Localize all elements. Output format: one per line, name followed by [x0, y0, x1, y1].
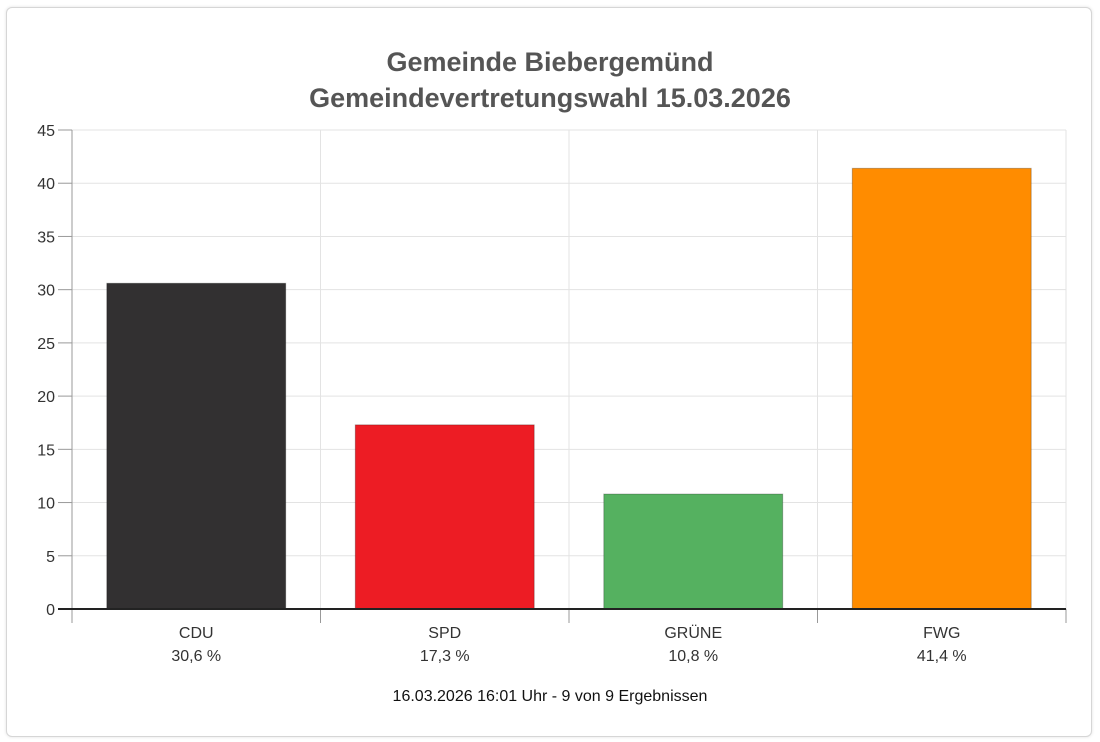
y-tick-label: 40: [37, 176, 55, 193]
bar-spd: [354, 424, 535, 610]
value-label: 41,4 %: [917, 648, 967, 665]
value-label: 10,8 %: [668, 648, 718, 665]
category-label: CDU: [179, 625, 214, 642]
chart-title-line-2: Gemeindevertretungswahl 15.03.2026: [309, 83, 791, 113]
y-tick-label: 25: [37, 336, 55, 353]
bars: [106, 167, 1032, 610]
y-tick-label: 35: [37, 229, 55, 246]
y-tick-label: 20: [37, 389, 55, 406]
labels: 0 5 10 15 20 25 30 35 40 45 CDU 30,6 % SPD 17,3 % GRÜN…: [37, 123, 966, 665]
value-label: 30,6 %: [171, 648, 221, 665]
y-tick-label: 30: [37, 283, 55, 300]
y-tick-label: 0: [46, 602, 55, 619]
category-label: FWG: [923, 625, 960, 642]
category-label: GRÜNE: [664, 624, 722, 642]
bar-cdu: [106, 282, 287, 610]
result-status: 16.03.2026 16:01 Uhr - 9 von 9 Ergebniss…: [392, 688, 708, 705]
axes: [58, 129, 1067, 623]
y-tick-label: 5: [46, 549, 55, 566]
y-tick-label: 45: [37, 123, 55, 140]
y-tick-label: 15: [37, 442, 55, 459]
bar-fwg: [851, 167, 1032, 610]
bar-grüne: [603, 493, 784, 610]
value-label: 17,3 %: [420, 648, 470, 665]
category-label: SPD: [428, 625, 461, 642]
y-tick-label: 10: [37, 496, 55, 513]
chart-title-line-1: Gemeinde Biebergemünd: [386, 47, 713, 77]
